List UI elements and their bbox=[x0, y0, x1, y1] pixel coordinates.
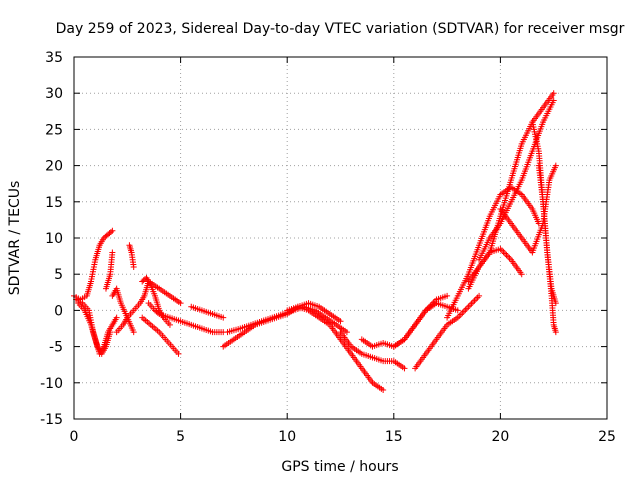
y-tick-label: -5 bbox=[49, 340, 63, 356]
series-track-j bbox=[139, 314, 182, 357]
y-axis-label: SDTVAR / TECUs bbox=[7, 181, 23, 296]
y-tick-label: -10 bbox=[40, 376, 63, 392]
x-tick-label: 25 bbox=[598, 429, 616, 445]
data-point bbox=[550, 97, 557, 104]
x-axis-label: GPS time / hours bbox=[281, 459, 398, 475]
series-track-g bbox=[113, 278, 184, 336]
series-track-r bbox=[390, 300, 461, 350]
series-track-i bbox=[145, 300, 227, 336]
series-track-l bbox=[220, 300, 344, 350]
series-track-d bbox=[102, 249, 116, 292]
data-points bbox=[71, 90, 559, 394]
data-point bbox=[500, 248, 507, 255]
data-point bbox=[550, 90, 557, 97]
data-point bbox=[518, 271, 525, 278]
y-tick-label: 15 bbox=[45, 195, 63, 211]
series-track-v bbox=[465, 245, 525, 292]
series-track-y bbox=[529, 119, 559, 307]
series-track-a bbox=[71, 227, 116, 303]
data-point bbox=[154, 309, 161, 316]
x-tick-label: 15 bbox=[385, 429, 403, 445]
y-tick-label: 30 bbox=[45, 86, 63, 102]
data-point bbox=[503, 252, 510, 259]
data-point bbox=[380, 387, 387, 394]
series-track-q bbox=[412, 292, 483, 372]
data-point bbox=[457, 311, 464, 318]
data-point bbox=[505, 253, 512, 260]
data-point bbox=[501, 250, 508, 257]
y-tick-label: 5 bbox=[54, 267, 63, 283]
data-point bbox=[113, 314, 120, 321]
x-tick-label: 5 bbox=[176, 429, 185, 445]
data-point bbox=[463, 305, 470, 312]
data-point bbox=[552, 162, 559, 169]
data-point bbox=[220, 314, 227, 321]
data-point bbox=[506, 255, 513, 262]
series-track-s bbox=[444, 184, 542, 321]
data-point bbox=[454, 307, 461, 314]
data-point bbox=[552, 300, 559, 307]
data-point bbox=[175, 350, 182, 357]
axes: 0 5 10 15 20 25 -15 -10 -5 0 5 10 15 20 25 30 35 bbox=[40, 50, 616, 445]
y-tick-label: 35 bbox=[45, 50, 63, 66]
data-point bbox=[337, 318, 344, 325]
data-point bbox=[107, 228, 114, 235]
data-point bbox=[466, 302, 473, 309]
data-point bbox=[471, 297, 478, 304]
series-track-o bbox=[337, 329, 408, 372]
x-tick-label: 0 bbox=[70, 429, 79, 445]
data-point bbox=[343, 329, 350, 336]
data-point bbox=[498, 247, 505, 254]
data-point bbox=[401, 365, 408, 372]
data-point bbox=[465, 303, 472, 310]
data-point bbox=[473, 296, 480, 303]
data-point bbox=[109, 249, 116, 256]
series-track-n bbox=[284, 303, 387, 394]
series-track-k bbox=[188, 303, 227, 321]
series-track-c bbox=[75, 300, 120, 357]
y-tick-label: 10 bbox=[45, 231, 63, 247]
data-point bbox=[462, 306, 469, 313]
x-tick-label: 20 bbox=[491, 429, 509, 445]
y-tick-label: 20 bbox=[45, 159, 63, 175]
plot-frame bbox=[73, 56, 608, 420]
data-point bbox=[476, 292, 483, 299]
data-point bbox=[474, 294, 481, 301]
data-point bbox=[130, 329, 137, 336]
data-point bbox=[130, 263, 137, 270]
series-track-f bbox=[126, 242, 137, 270]
data-point bbox=[456, 313, 463, 320]
series-track-e bbox=[109, 285, 137, 336]
grid bbox=[74, 57, 607, 419]
data-point bbox=[109, 227, 116, 234]
x-tick-label: 10 bbox=[278, 429, 296, 445]
y-tick-label: 0 bbox=[54, 303, 63, 319]
chart-title: Day 259 of 2023, Sidereal Day-to-day VTE… bbox=[56, 21, 625, 37]
data-point bbox=[177, 300, 184, 307]
y-tick-label: 25 bbox=[45, 122, 63, 138]
data-point bbox=[460, 308, 467, 315]
data-point bbox=[166, 321, 173, 328]
data-point bbox=[444, 292, 451, 299]
data-point bbox=[469, 299, 476, 306]
data-point bbox=[468, 300, 475, 307]
y-tick-label: -15 bbox=[40, 412, 63, 428]
data-point bbox=[552, 329, 559, 336]
